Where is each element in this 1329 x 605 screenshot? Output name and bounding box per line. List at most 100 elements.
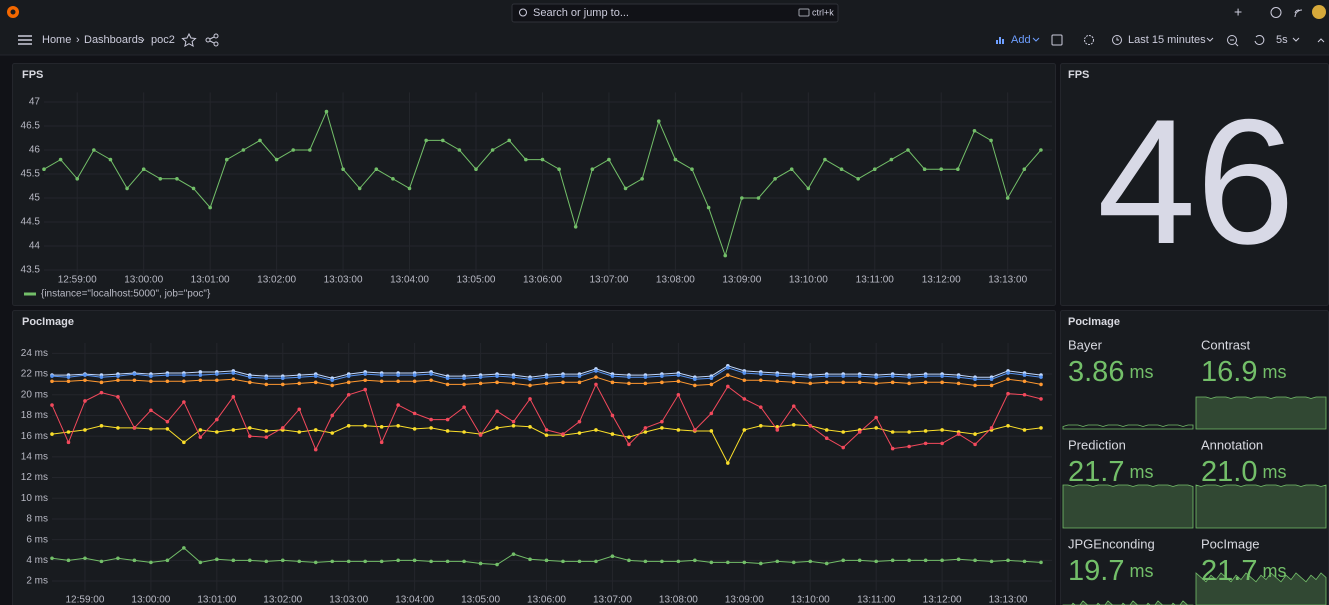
y-tick-label: 6 ms [26, 534, 48, 545]
data-point [445, 417, 450, 422]
data-point [693, 428, 697, 432]
stat-tile [1063, 532, 1193, 605]
data-point [544, 433, 549, 437]
menu-icon[interactable] [18, 35, 32, 45]
data-point [557, 167, 561, 171]
data-point [66, 440, 71, 445]
data-point [308, 148, 312, 152]
data-point [791, 380, 796, 385]
data-point [429, 372, 433, 376]
sparkline [1062, 600, 1194, 605]
keyboard-icon [798, 8, 810, 17]
data-point [474, 167, 478, 171]
stat-tile [1196, 333, 1326, 429]
refresh-icon[interactable] [1254, 34, 1265, 45]
data-point [824, 561, 829, 566]
data-point [165, 558, 170, 563]
data-point [50, 379, 54, 384]
new-button[interactable]: + [1234, 4, 1242, 20]
data-point [676, 392, 681, 397]
data-point [149, 427, 153, 431]
breadcrumb-item[interactable]: Dashboards [84, 34, 144, 46]
news-icon[interactable] [1294, 9, 1303, 18]
search-box[interactable] [511, 3, 839, 23]
data-point [58, 157, 63, 162]
y-tick-label: 16 ms [21, 431, 48, 442]
refresh-interval[interactable]: 5s [1276, 34, 1288, 46]
data-point [264, 376, 269, 380]
data-point [346, 559, 351, 564]
data-point [923, 441, 928, 446]
data-point [528, 425, 532, 429]
data-point [528, 383, 532, 388]
collapse-icon[interactable] [1317, 38, 1325, 43]
data-point [673, 157, 678, 162]
y-tick-label: 44.5 [21, 217, 41, 228]
star-icon[interactable] [181, 32, 197, 47]
data-point [610, 374, 615, 378]
data-point [956, 167, 960, 171]
charts: 43.5 44 44.5 45 45.5 46 46.5 47 12:59:00 13:00:00… [21, 92, 1052, 605]
data-point [1022, 559, 1027, 564]
breadcrumb-sep: › [76, 34, 80, 46]
stat-tile [1196, 532, 1326, 605]
settings-icon[interactable] [1084, 35, 1094, 45]
data-point [248, 375, 252, 379]
data-point [726, 560, 730, 565]
data-point [528, 397, 532, 401]
data-point [577, 431, 582, 435]
data-point [1022, 373, 1027, 377]
data-point [264, 382, 269, 387]
data-point [149, 560, 153, 565]
data-point [1006, 424, 1010, 428]
data-point [495, 409, 499, 414]
data-point [313, 428, 318, 432]
data-point [857, 430, 862, 434]
data-point [890, 430, 895, 434]
help-icon[interactable] [1270, 7, 1282, 18]
data-point [940, 428, 944, 432]
data-point [643, 381, 648, 386]
data-point [874, 415, 878, 420]
data-point [457, 148, 462, 152]
breadcrumb-sep: › [141, 34, 145, 46]
clock-hands [1116, 37, 1119, 41]
data-point [363, 378, 367, 383]
data-point [132, 426, 137, 430]
stat-unit: ms [1262, 462, 1286, 482]
share-icon[interactable] [205, 33, 219, 47]
data-point [363, 387, 367, 392]
add-button[interactable]: Add [1011, 34, 1031, 46]
zoom-out-glyph [1230, 39, 1239, 47]
data-point [297, 381, 302, 386]
save-icon[interactable] [1051, 34, 1063, 46]
avatar[interactable] [1312, 5, 1326, 19]
data-point [507, 138, 512, 143]
data-point [577, 374, 582, 378]
data-point [857, 374, 862, 378]
data-point [330, 559, 335, 564]
panel-title: PocImage [1068, 316, 1120, 328]
x-tick-label: 13:06:00 [523, 275, 562, 286]
data-point [758, 372, 763, 376]
data-point [495, 426, 499, 430]
breadcrumb-item[interactable]: Home [42, 34, 71, 46]
data-point [923, 558, 928, 563]
sparkline [1195, 484, 1327, 529]
data-point [50, 374, 54, 378]
data-point [857, 380, 862, 385]
data-point [50, 432, 54, 436]
x-tick-label: 13:12:00 [923, 595, 962, 605]
data-point [874, 559, 878, 564]
data-point [989, 383, 994, 388]
data-point [791, 422, 796, 427]
data-point [973, 442, 977, 447]
data-point [690, 167, 694, 171]
data-point [1022, 428, 1027, 432]
data-point [872, 167, 877, 171]
zoom-out-icon[interactable] [1227, 35, 1237, 45]
time-range-picker[interactable]: Last 15 minutes [1128, 34, 1206, 46]
data-point [215, 430, 219, 434]
data-point [224, 157, 229, 162]
data-point [577, 419, 582, 424]
